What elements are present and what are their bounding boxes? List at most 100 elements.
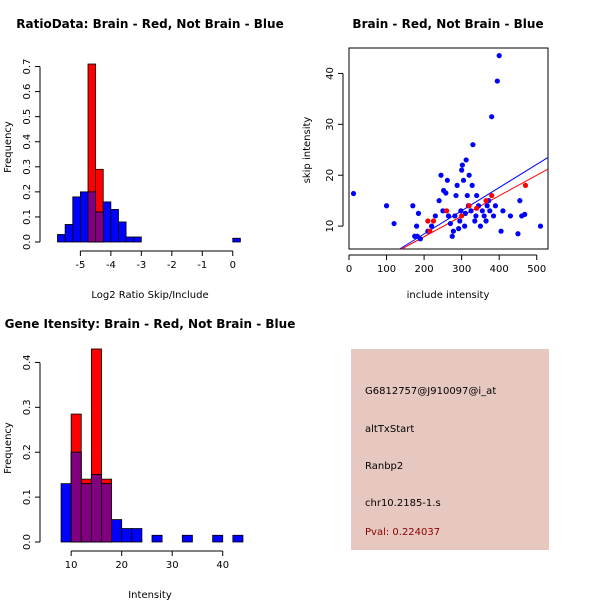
ratio-hist-y-tick-label: 0.2 (22, 184, 33, 200)
scatter-point-brain (459, 213, 465, 219)
ratio-hist-bar-not-brain (57, 234, 66, 243)
scatter-point-not-brain (415, 210, 422, 216)
scatter-point-not-brain (429, 223, 435, 229)
scatter-point-brain (483, 198, 489, 204)
scatter-x-tick-label: 200 (415, 264, 434, 275)
scatter-point-not-brain (494, 78, 500, 84)
ratio-hist-y-tick-label: 0.6 (22, 84, 33, 100)
gene-hist-x-tick-label: 40 (216, 560, 229, 571)
scatter-point-not-brain (456, 226, 462, 232)
scatter-point-not-brain (459, 167, 465, 173)
scatter-point-not-brain (468, 208, 474, 214)
gene-hist-bar-not-brain (181, 534, 193, 543)
scatter-point-not-brain (449, 233, 455, 239)
pval-text: Pval: 0.224037 (365, 527, 441, 538)
ratio-hist-ylabel: Frequency (3, 121, 14, 173)
scatter-point-not-brain (450, 228, 456, 234)
chrom-location-text: chr10.2185-1.s (365, 498, 441, 509)
scatter-point-not-brain (477, 223, 484, 229)
gene-hist-y-tick-label: 0.1 (22, 489, 33, 505)
scatter-point-not-brain (432, 213, 438, 219)
scatter-point-brain (427, 228, 433, 234)
scatter-ylabel: skip intensity (302, 117, 313, 184)
scatter-point-brain (474, 205, 480, 211)
gene-hist-x-tick-label: 20 (115, 560, 128, 571)
scatter-point-not-brain (413, 223, 420, 229)
scatter-x-tick-label: 0 (346, 264, 352, 275)
scatter-point-not-brain (438, 172, 444, 178)
gene-hist-y-tick-label: 0.0 (22, 534, 33, 550)
scatter-point-not-brain (440, 208, 446, 214)
gene-hist-title: Gene Itensity: Brain - Red, Not Brain - … (5, 317, 296, 331)
gene-hist-bar-not-brain (151, 534, 163, 543)
ratio-hist-bar-not-brain (102, 201, 112, 243)
ratio-hist-y-tick-label: 0.0 (22, 234, 33, 250)
scatter-point-not-brain (474, 192, 480, 199)
scatter-y-tick-label: 20 (325, 169, 336, 182)
scatter-point-not-brain (463, 157, 469, 163)
ratio-hist-bar-not-brain (133, 236, 142, 243)
gene-hist-y-tick-label: 0.2 (22, 444, 33, 460)
scatter-point-not-brain (383, 203, 390, 209)
ratio-hist-x-tick-label: 0 (230, 260, 236, 271)
ratio-hist-bar-not-brain (64, 224, 74, 243)
scatter-point-not-brain (460, 177, 467, 183)
ratio-histogram: RatioData: Brain - Red, Not Brain - Blue… (3, 17, 284, 301)
scatter-point-not-brain (515, 231, 521, 237)
scatter-x-tick-label: 100 (377, 264, 396, 275)
scatter-point-not-brain (457, 218, 463, 224)
scatter-y-tick-label: 10 (325, 220, 336, 233)
scatter-point-not-brain (444, 177, 450, 183)
gene-hist-xlabel: Intensity (128, 590, 172, 600)
ratio-hist-bar-not-brain (118, 221, 127, 243)
scatter-title: Brain - Red, Not Brain - Blue (352, 17, 543, 31)
fit-line-not-brain (399, 156, 549, 250)
ratio-hist-x-tick-label: -5 (75, 260, 85, 271)
scatter-point-not-brain (472, 218, 478, 224)
ratio-hist-y-tick-label: 0.7 (22, 59, 33, 75)
ratio-hist-bar-not-brain (125, 236, 135, 243)
scatter-point-not-brain (445, 213, 452, 219)
scatter-point-not-brain (481, 213, 487, 219)
ratio-hist-bar-not-brain (72, 196, 81, 243)
scatter-point-not-brain (469, 182, 475, 188)
scatter-x-tick-label: 500 (527, 264, 546, 275)
scatter-plot-box (348, 47, 549, 250)
scatter-point-brain (522, 182, 529, 188)
ratio-hist-y-tick-label: 0.1 (22, 209, 33, 225)
gene-hist-bar-not-brain (212, 534, 224, 543)
ratio-hist-x-tick-label: -4 (106, 260, 116, 271)
scatter-x-tick-label: 300 (452, 264, 471, 275)
gene-hist-bar-not-brain (232, 534, 244, 543)
scatter-point-not-brain (479, 208, 485, 214)
ratio-hist-xlabel: Log2 Ratio Skip/Include (91, 290, 208, 301)
ratio-hist-bar-not-brain (110, 209, 119, 243)
scatter-point-not-brain (522, 211, 528, 217)
scatter-point-not-brain (462, 223, 468, 229)
scatter-point-not-brain (391, 220, 397, 227)
gene-name-text: Ranbp2 (365, 461, 404, 472)
ratio-hist-bar-overlap (87, 191, 97, 243)
scatter-point-not-brain (500, 208, 506, 214)
scatter-point-brain (466, 203, 472, 209)
scatter-point-not-brain (484, 203, 490, 209)
scatter-point-not-brain (464, 192, 470, 199)
ratio-hist-bar-overlap (95, 211, 104, 243)
event-type-text: altTxStart (365, 424, 415, 435)
ratio-hist-title: RatioData: Brain - Red, Not Brain - Blue (16, 17, 283, 31)
scatter-point-brain (425, 218, 431, 224)
scatter-point-not-brain (410, 203, 416, 209)
scatter-y-tick-label: 30 (325, 118, 336, 131)
ratio-hist-bar-not-brain (79, 191, 89, 243)
gene-hist-y-tick-label: 0.3 (22, 399, 33, 415)
gene-hist-x-tick-label: 10 (65, 560, 78, 571)
scatter-point-not-brain (466, 172, 472, 178)
scatter-point-not-brain (417, 236, 423, 242)
gene-hist-bar-overlap (101, 483, 112, 543)
gene-intensity-histogram: Gene Itensity: Brain - Red, Not Brain - … (3, 317, 295, 600)
scatter-point-brain (489, 192, 495, 199)
gene-hist-bar-not-brain (131, 528, 143, 543)
gene-hist-bar-not-brain (111, 519, 123, 543)
gene-hist-bar-overlap (70, 451, 82, 543)
